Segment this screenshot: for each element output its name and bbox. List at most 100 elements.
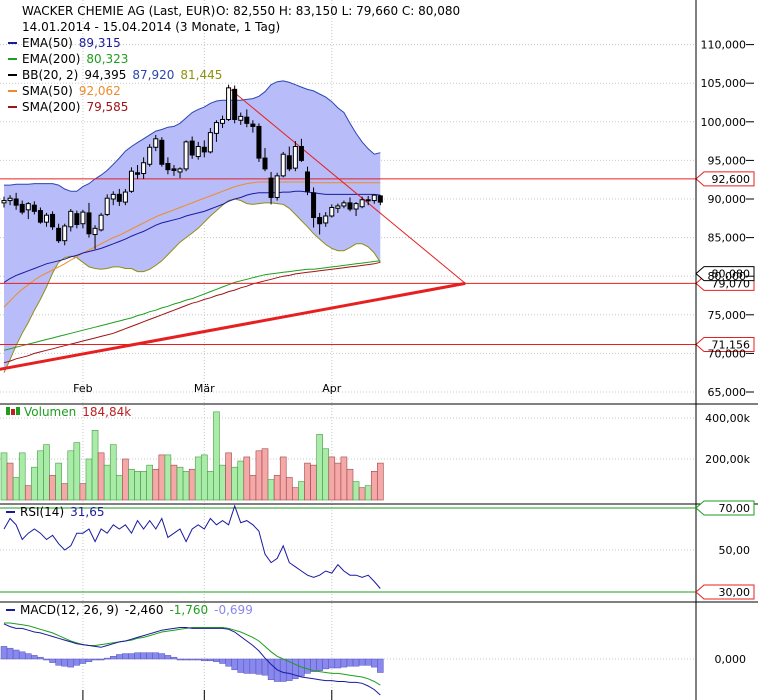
candle (353, 202, 359, 216)
volume-bar (73, 442, 81, 501)
candle (74, 210, 80, 229)
candle-body (298, 146, 304, 161)
candle-body (323, 215, 329, 224)
bb-lower-line (3, 198, 381, 373)
last-price-label: 80,080 (695, 266, 755, 282)
volume-bar (194, 456, 202, 501)
candle-body (311, 192, 317, 219)
macd-hist-bar (158, 653, 166, 660)
macd-hist-bar (67, 658, 75, 668)
macd-hist-bar (164, 655, 172, 660)
volume-bar (370, 470, 378, 501)
volume-bar (213, 411, 220, 501)
candle (19, 200, 25, 215)
volume-bar (6, 462, 14, 501)
candle (262, 148, 268, 172)
legend-label: EMA(50) (22, 36, 73, 50)
volume-bar (346, 468, 354, 501)
candle-body (341, 202, 347, 207)
candle (341, 200, 347, 209)
volume-bar (31, 466, 38, 501)
candle-body (159, 139, 165, 165)
volume-bar (67, 450, 75, 501)
macd-hist-bar (334, 658, 342, 669)
volume-bar (116, 475, 123, 501)
volume-legend-value: 184,84k (82, 405, 131, 419)
legend-label: BB(20, 2) (22, 68, 78, 82)
volume-bar (279, 456, 287, 501)
candle-body (220, 118, 226, 124)
candle-body (31, 204, 37, 212)
volume-panel (0, 411, 384, 501)
rsi-legend-label: RSI(14) (20, 505, 64, 519)
volume-icon-bar-2 (11, 409, 15, 415)
candle (335, 203, 341, 213)
candle (207, 127, 213, 154)
candle-body (268, 177, 274, 198)
candle (377, 195, 383, 206)
candle-body (116, 193, 122, 202)
volume-bar (176, 466, 184, 501)
volume-bar (18, 452, 26, 501)
candle (311, 187, 317, 228)
candle (371, 194, 377, 204)
macd-hist-bar (176, 658, 184, 661)
macd-hist-bar (182, 658, 190, 661)
candle-body (226, 87, 232, 120)
candle-body (153, 138, 159, 148)
candle-body (213, 122, 219, 134)
candle-body (183, 141, 189, 170)
candle-body (92, 227, 98, 236)
candle-body (195, 146, 201, 158)
legend-value: 81,445 (180, 68, 222, 82)
candle-body (1, 200, 7, 204)
legend-value: 87,920 (132, 68, 174, 82)
candle (135, 165, 141, 179)
macd-hist-bar (12, 649, 20, 660)
sma50-line (3, 181, 381, 308)
macd-hist-bar (219, 658, 226, 664)
candle-body (98, 214, 104, 231)
volume-bar (37, 450, 44, 501)
candle-body (250, 123, 256, 127)
macd-hist-bar (237, 658, 244, 673)
volume-bar (316, 434, 323, 501)
macd-hist-bar (146, 652, 153, 660)
price-axis-label: 65,000 (708, 386, 747, 399)
candle (317, 212, 323, 235)
macd-legend-text: MACD(12, 26, 9) -2,460 -1,760 -0,699 (20, 603, 253, 617)
ema200-line (3, 260, 381, 351)
candle-body (256, 125, 262, 159)
volume-bar (182, 470, 190, 501)
candle-body (141, 162, 147, 175)
legend-value: 92,062 (79, 84, 121, 98)
candle-body (19, 203, 25, 213)
candle (31, 201, 37, 215)
volume-bar (310, 464, 317, 501)
candle-body (286, 155, 292, 170)
volume-bar (231, 466, 238, 501)
volume-legend: Volumen 184,84k (6, 405, 131, 419)
volume-bar (273, 475, 281, 501)
price-axis-label: 80,000 (708, 270, 747, 283)
candle (183, 140, 189, 172)
candle-body (43, 214, 49, 223)
candle (110, 191, 116, 206)
price-axis-label: 85,000 (708, 232, 747, 245)
x-axis-label-33: Mär (194, 382, 215, 395)
legend-text: EMA(50) 89,315 (22, 36, 121, 50)
candle (50, 211, 56, 230)
macd-hist-bar (207, 658, 214, 662)
price-level-value: 71,156 (712, 338, 751, 351)
candle-body (177, 168, 183, 173)
macd-hist-bar (31, 655, 38, 660)
candle (189, 136, 195, 159)
legend-entry: EMA(200) 80,323 (8, 52, 128, 66)
legend-entry: SMA(200) 79,585 (8, 100, 128, 114)
trendline-support (0, 281, 466, 371)
volume-legend-label: Volumen (24, 405, 76, 419)
candle-body (359, 199, 365, 208)
rsi-line (3, 504, 381, 589)
volume-bar (0, 452, 8, 501)
rsi-panel (0, 504, 696, 593)
